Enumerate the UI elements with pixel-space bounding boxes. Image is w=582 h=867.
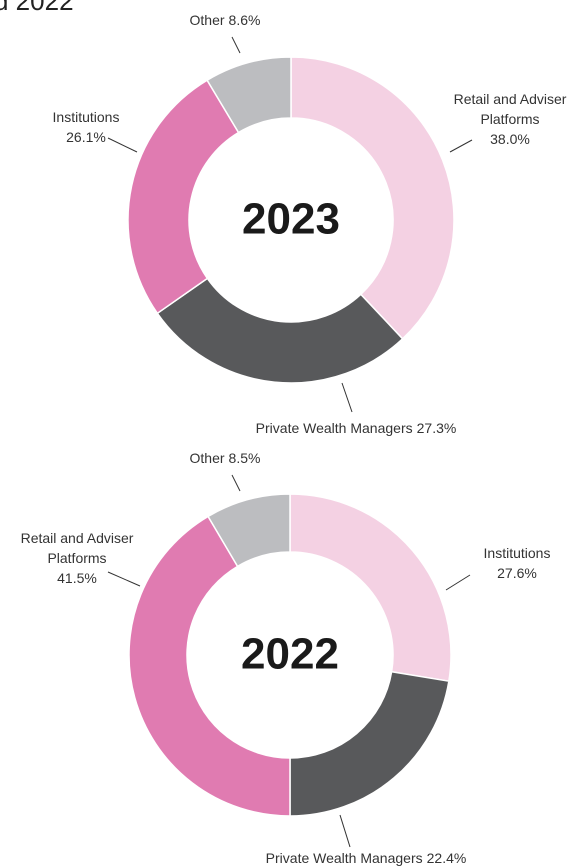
leader-line bbox=[339, 814, 351, 848]
donut-segment bbox=[289, 493, 452, 683]
segment-label: Private Wealth Managers 22.4% bbox=[266, 848, 467, 867]
donut-segment bbox=[289, 670, 450, 817]
leader-line bbox=[107, 571, 141, 587]
segment-name: Retail and Adviser Platforms bbox=[20, 530, 134, 566]
segment-name: Private Wealth Managers bbox=[255, 420, 413, 436]
segment-name: Other bbox=[189, 450, 225, 466]
donut-segment bbox=[156, 277, 404, 384]
donut-segment bbox=[207, 493, 291, 568]
segment-label: Institutions 26.1% bbox=[53, 107, 120, 147]
header-title: d 2022 bbox=[0, 0, 74, 16]
segment-value: 22.4% bbox=[426, 850, 467, 866]
segment-label: Private Wealth Managers 27.3% bbox=[256, 418, 457, 438]
segment-name: Retail and Adviser Platforms bbox=[453, 91, 567, 127]
segment-label: Other 8.6% bbox=[190, 10, 261, 30]
segment-name: Other bbox=[189, 12, 225, 28]
donut-segment bbox=[290, 56, 455, 340]
segment-value: 26.1% bbox=[66, 129, 106, 145]
leader-line bbox=[231, 36, 241, 54]
segment-value: 8.5% bbox=[228, 450, 261, 466]
segment-value: 38.0% bbox=[490, 131, 530, 147]
segment-name: Institutions bbox=[52, 109, 120, 125]
segment-label: Retail and Adviser Platforms 38.0% bbox=[449, 89, 571, 149]
segment-name: Institutions bbox=[483, 545, 551, 561]
segment-label: Other 8.5% bbox=[190, 448, 261, 468]
segment-value: 27.6% bbox=[497, 565, 537, 581]
donut-segment bbox=[127, 79, 240, 315]
leader-line bbox=[107, 137, 138, 153]
leader-line bbox=[445, 574, 471, 591]
donut-segment bbox=[128, 515, 291, 817]
segment-label: Institutions 27.6% bbox=[484, 543, 551, 583]
donut-segment bbox=[206, 56, 292, 134]
leader-line bbox=[341, 382, 353, 413]
chart-title: 2022 bbox=[241, 630, 339, 679]
chart-title: 2023 bbox=[242, 195, 340, 244]
segment-value: 41.5% bbox=[57, 570, 97, 586]
leader-line bbox=[449, 139, 473, 153]
segment-label: Retail and Adviser Platforms 41.5% bbox=[16, 528, 138, 588]
segment-value: 8.6% bbox=[228, 12, 261, 28]
segment-name: Private Wealth Managers bbox=[265, 850, 423, 866]
leader-line bbox=[231, 474, 241, 492]
segment-value: 27.3% bbox=[416, 420, 457, 436]
